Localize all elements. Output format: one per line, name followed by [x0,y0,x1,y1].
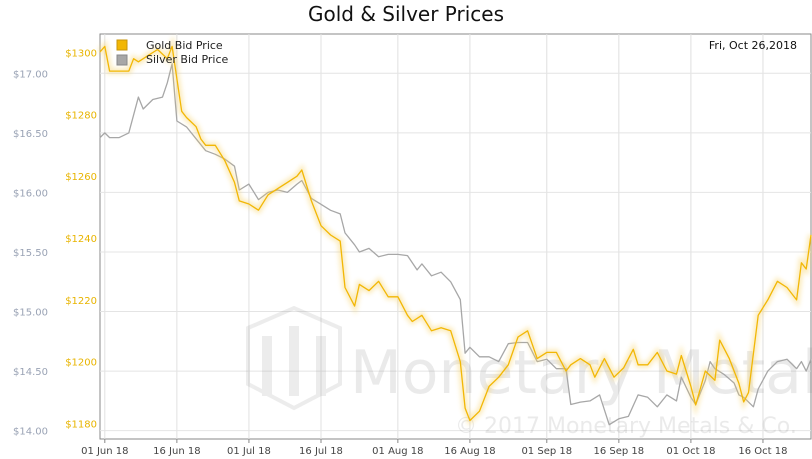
left-axis-ticks: $17.00 $16.50 $16.00 $15.50 $15.00 $14.50 $14.… [13,69,48,437]
date-label: Fri, Oct 26,2018 [709,39,797,52]
right-tick-label: $1180 [65,420,97,431]
right-tick-label: $1200 [65,358,97,369]
x-tick-label: 01 Oct 18 [666,446,715,457]
right-tick-label: $1220 [65,296,97,307]
left-tick-label: $14.50 [13,367,48,378]
legend-label-silver[interactable]: Silver Bid Price [146,53,229,66]
right-tick-label: $1260 [65,172,97,183]
watermark-logo-icon [246,305,342,411]
legend-swatch-silver[interactable] [116,54,128,66]
right-tick-label: $1300 [65,49,97,60]
gold-series-line[interactable] [99,45,812,422]
chart-title: Gold & Silver Prices [307,2,505,26]
left-tick-label: $16.50 [13,129,48,140]
watermark-logo-bar [262,336,272,396]
watermark-logo-bar [316,336,326,396]
watermark-logo-bar [289,326,299,396]
x-tick-label: 16 Sep 18 [594,446,645,457]
x-axis-ticks: 01 Jun 18 16 Jun 18 01 Jul 18 16 Jul 18 01 A… [81,439,788,457]
left-tick-label: $15.00 [13,308,48,319]
x-tick-label: 01 Aug 18 [372,446,423,457]
x-tick-label: 16 Aug 18 [444,446,495,457]
right-tick-label: $1280 [65,110,97,121]
right-axis-ticks: $1300 $1280 $1260 $1240 $1220 $1200 $1180 [65,49,97,431]
x-tick-label: 01 Sep 18 [521,446,572,457]
x-tick-label: 01 Jun 18 [81,446,128,457]
x-tick-label: 16 Jun 18 [153,446,200,457]
watermark-copyright: © 2017 Monetary Metals & Co. [455,414,797,439]
left-tick-label: $15.50 [13,248,48,259]
x-tick-label: 16 Jul 18 [299,446,343,457]
legend: Gold Bid Price Silver Bid Price [116,39,229,66]
left-tick-label: $16.00 [13,188,48,199]
left-tick-label: $17.00 [13,69,48,80]
right-tick-label: $1240 [65,234,97,245]
legend-label-gold[interactable]: Gold Bid Price [146,39,223,52]
x-tick-label: 01 Jul 18 [227,446,271,457]
grid-lines [100,34,811,439]
x-tick-label: 16 Oct 18 [738,446,787,457]
left-tick-label: $14.00 [13,427,48,438]
legend-swatch-gold[interactable] [116,39,128,51]
series-layer [97,34,812,426]
silver-series-line[interactable] [99,63,812,426]
